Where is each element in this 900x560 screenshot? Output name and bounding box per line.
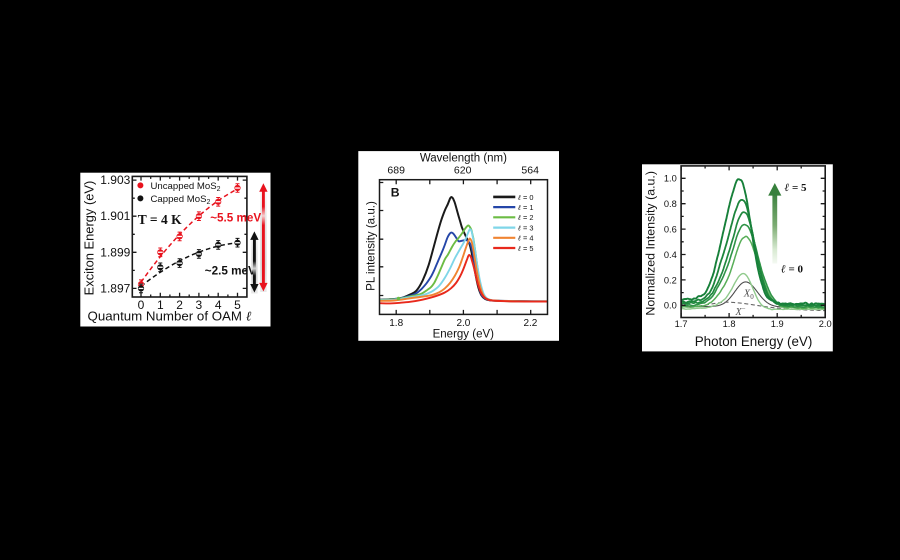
svg-text:5: 5 — [234, 298, 241, 312]
svg-text:0.0: 0.0 — [664, 301, 677, 311]
svg-text:Exciton Energy (eV): Exciton Energy (eV) — [82, 181, 97, 296]
svg-text:ℓ = 4: ℓ = 4 — [518, 234, 534, 243]
svg-text:ℓ = 0: ℓ = 0 — [518, 193, 534, 202]
svg-text:1.8: 1.8 — [389, 318, 403, 329]
svg-text:1.0: 1.0 — [664, 174, 677, 184]
svg-text:ℓ = 2: ℓ = 2 — [518, 213, 534, 222]
svg-text:4: 4 — [215, 298, 222, 312]
svg-text:1.7: 1.7 — [675, 319, 688, 329]
svg-text:ℓ = 3: ℓ = 3 — [518, 224, 534, 233]
svg-text:2.0: 2.0 — [819, 319, 832, 329]
svg-text:1: 1 — [157, 298, 164, 312]
svg-text:~5.5 meV: ~5.5 meV — [210, 212, 261, 225]
svg-text:0.4: 0.4 — [664, 250, 677, 260]
svg-text:1.9: 1.9 — [771, 319, 784, 329]
svg-text:Uncapped MoS2: Uncapped MoS2 — [151, 181, 221, 193]
svg-text:Energy (eV): Energy (eV) — [433, 328, 495, 340]
svg-text:Capped MoS2: Capped MoS2 — [151, 194, 211, 206]
svg-text:0.6: 0.6 — [664, 225, 677, 235]
svg-text:689: 689 — [387, 164, 405, 176]
svg-text:564: 564 — [521, 164, 539, 176]
svg-text:PL intensity (a.u.): PL intensity (a.u.) — [364, 201, 377, 291]
svg-text:~2.5 meV: ~2.5 meV — [205, 265, 256, 278]
svg-text:1.901: 1.901 — [100, 209, 130, 223]
svg-text:1.899: 1.899 — [100, 245, 130, 259]
svg-text:B: B — [391, 186, 400, 200]
svg-text:0.2: 0.2 — [664, 275, 677, 285]
svg-text:3: 3 — [196, 298, 203, 312]
svg-text:X0: X0 — [743, 288, 754, 301]
svg-text:ℓ = 1: ℓ = 1 — [518, 203, 534, 212]
svg-text:1.903: 1.903 — [100, 173, 130, 187]
svg-text:Quantum Number of OAM ℓ: Quantum Number of OAM ℓ — [88, 308, 252, 323]
svg-text:X−: X− — [735, 305, 746, 318]
svg-text:620: 620 — [454, 164, 472, 176]
svg-text:T = 4 K: T = 4 K — [138, 212, 182, 227]
svg-text:Photon Energy (eV): Photon Energy (eV) — [695, 334, 813, 349]
svg-text:0: 0 — [138, 298, 145, 312]
svg-text:2.0: 2.0 — [456, 318, 470, 329]
svg-text:0.8: 0.8 — [664, 199, 677, 209]
svg-text:1.897: 1.897 — [100, 281, 130, 295]
svg-text:Normalized Intensity (a.u.): Normalized Intensity (a.u.) — [644, 171, 658, 316]
svg-text:ℓ = 5: ℓ = 5 — [785, 182, 807, 194]
svg-text:ℓ = 0: ℓ = 0 — [781, 263, 803, 275]
svg-text:2.2: 2.2 — [523, 318, 537, 329]
svg-text:1.8: 1.8 — [723, 319, 736, 329]
svg-text:ℓ = 5: ℓ = 5 — [518, 244, 534, 253]
svg-text:2: 2 — [176, 298, 183, 312]
svg-text:Wavelength (nm): Wavelength (nm) — [420, 153, 507, 165]
